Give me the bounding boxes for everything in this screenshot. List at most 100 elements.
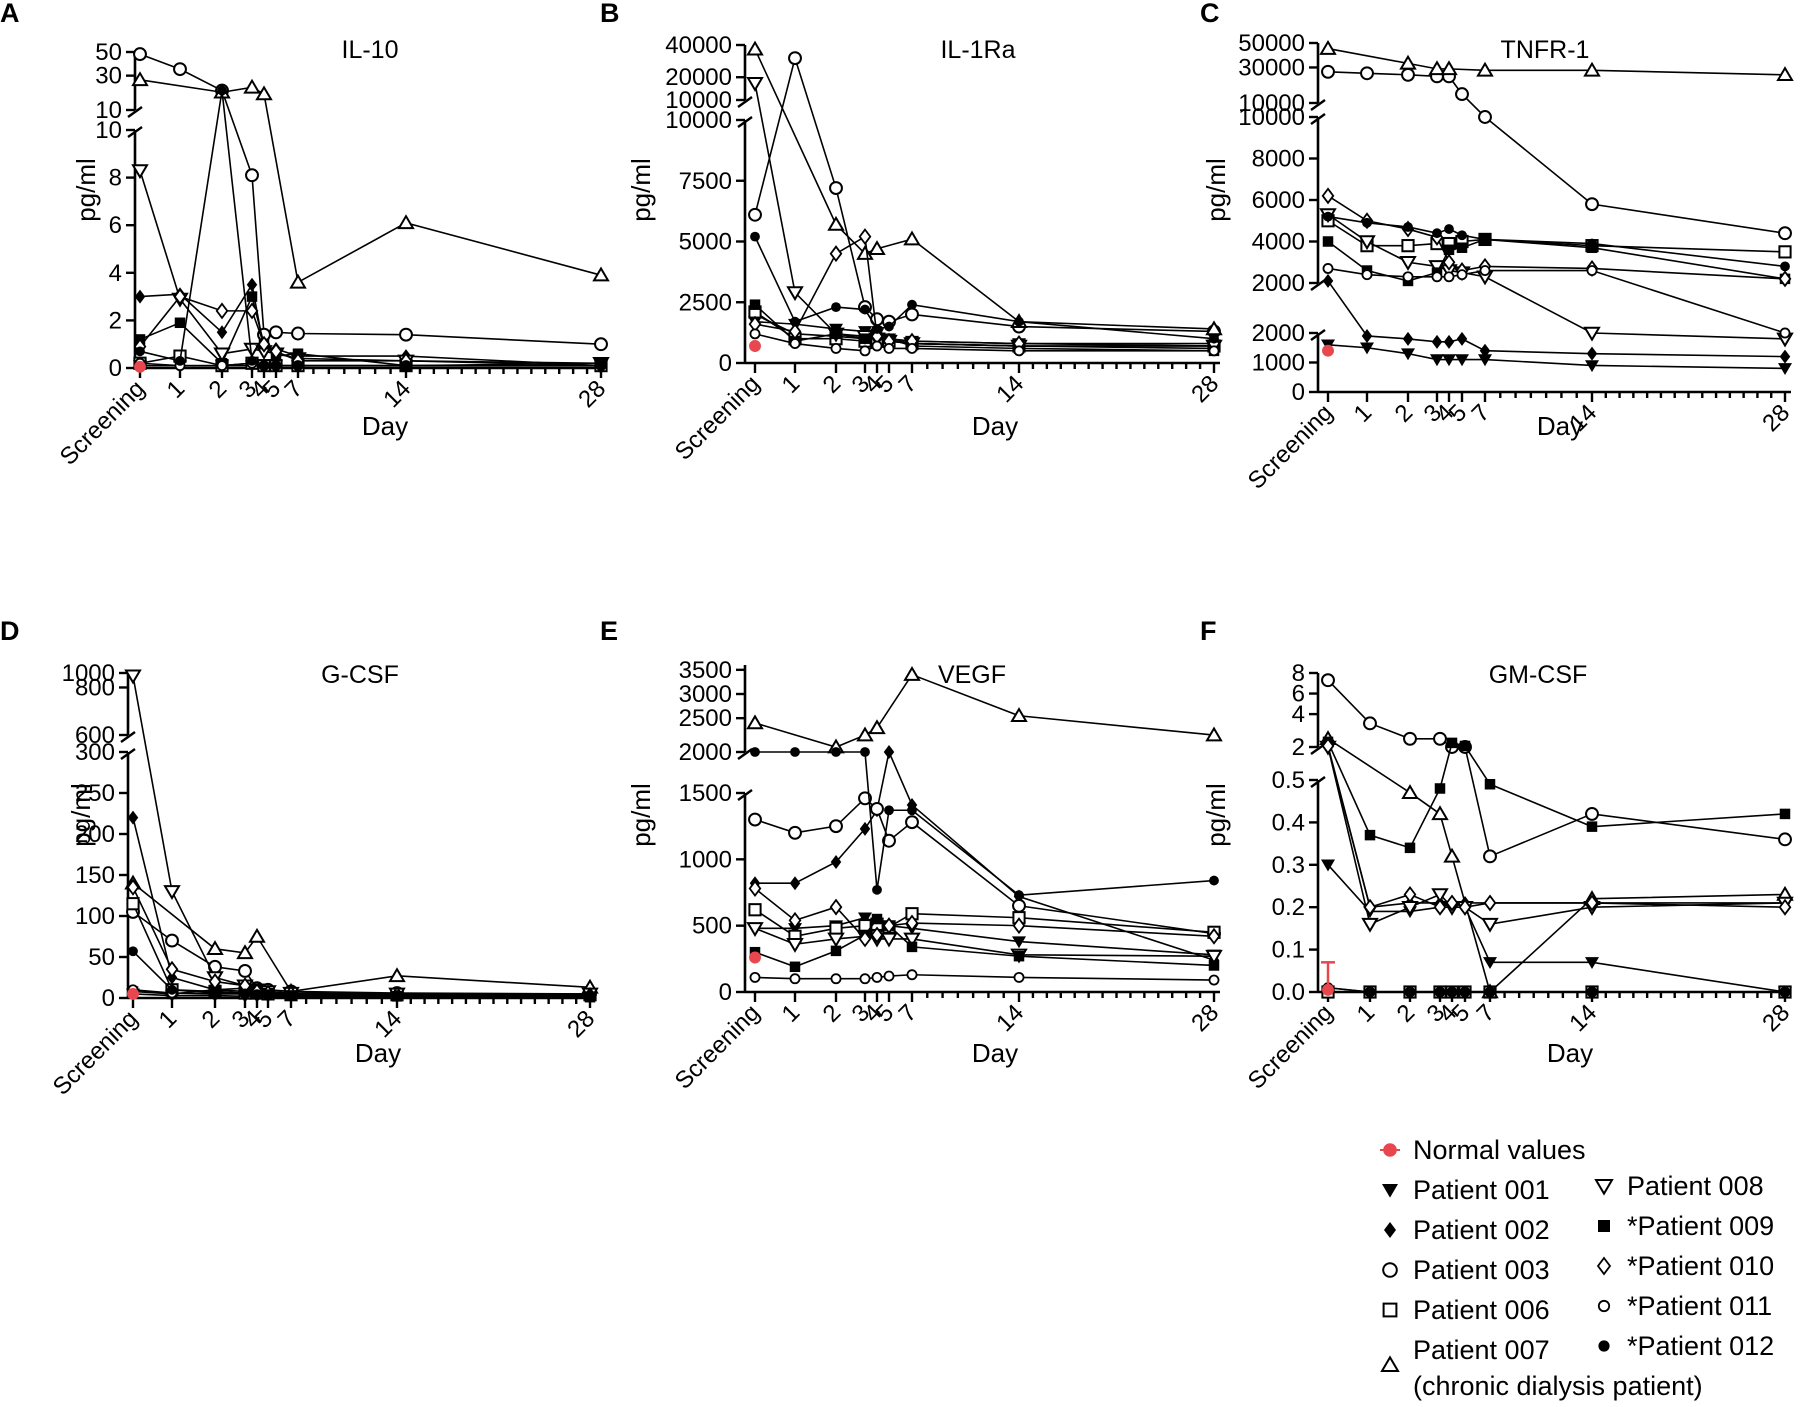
data-point xyxy=(1478,110,1492,124)
data-point-shape xyxy=(215,302,229,320)
legend-marker-shape xyxy=(1594,1179,1614,1196)
data-point-shape xyxy=(245,302,259,320)
data-point-shape xyxy=(1360,66,1374,81)
data-point-shape xyxy=(134,289,146,304)
series-line xyxy=(132,882,591,993)
data-point xyxy=(133,47,147,62)
data-point-shape xyxy=(1321,859,1335,872)
data-point xyxy=(859,821,871,836)
data-point xyxy=(1209,875,1219,886)
data-point-shape xyxy=(126,878,140,896)
data-point-shape xyxy=(1443,334,1455,349)
data-point-shape xyxy=(790,316,800,327)
data-point xyxy=(1399,54,1417,70)
data-point-shape xyxy=(1587,238,1597,249)
data-point-shape xyxy=(1404,842,1416,854)
data-point xyxy=(1358,235,1376,251)
data-point xyxy=(827,932,845,948)
series-line xyxy=(754,55,1215,333)
panel-title: IL-1Ra xyxy=(940,36,1015,64)
data-point-shape xyxy=(860,747,870,757)
data-point-shape xyxy=(1585,957,1599,969)
data-point xyxy=(1012,936,1026,949)
data-point xyxy=(1444,224,1454,234)
data-point-shape xyxy=(830,854,842,869)
series-p003 xyxy=(133,47,608,352)
data-point-shape xyxy=(829,921,843,935)
data-point xyxy=(128,946,138,957)
data-point-shape xyxy=(884,321,894,332)
normal-value-point-shape xyxy=(1322,983,1334,996)
data-point-shape xyxy=(163,885,181,901)
data-point xyxy=(858,228,872,246)
data-point-shape xyxy=(790,747,800,757)
x-axis-title: Day xyxy=(1547,1038,1593,1068)
data-point xyxy=(263,990,273,1001)
data-point-shape xyxy=(1205,726,1223,742)
data-point xyxy=(1433,898,1447,916)
x-tick-label: 7 xyxy=(894,999,923,1028)
data-point-shape xyxy=(906,941,918,953)
series-line xyxy=(1327,70,1786,234)
x-tick-label: 1 xyxy=(154,1005,183,1034)
data-point-shape xyxy=(243,342,261,358)
data-point-shape xyxy=(1321,64,1335,79)
data-point-shape xyxy=(1431,888,1449,904)
legend-label-2: (chronic dialysis patient) xyxy=(1413,1371,1703,1401)
x-axis-title: Day xyxy=(1537,411,1583,441)
panel-title: G-CSF xyxy=(321,661,399,689)
axis-break-mark xyxy=(737,96,753,108)
legend-item-p002: Patient 002 xyxy=(1384,1215,1550,1245)
axis-break-mark xyxy=(1310,776,1326,788)
data-point-shape xyxy=(1319,39,1337,55)
x-tick-label: Screening xyxy=(1243,399,1339,495)
data-point-shape xyxy=(1443,847,1461,863)
data-point-shape xyxy=(884,805,894,816)
data-point xyxy=(1435,987,1445,997)
data-point-shape xyxy=(1431,271,1443,283)
x-axis-title: Day xyxy=(355,1038,401,1068)
data-point xyxy=(392,991,402,1002)
data-point xyxy=(1010,707,1028,722)
data-point xyxy=(165,933,179,948)
data-point xyxy=(872,324,882,334)
normal-value-point-shape xyxy=(749,951,761,964)
series-p009 xyxy=(1322,736,1791,854)
data-point xyxy=(907,805,917,816)
legend-marker xyxy=(1598,1340,1610,1352)
series-p002 xyxy=(134,277,607,373)
data-point xyxy=(399,327,413,342)
data-point-shape xyxy=(871,971,883,983)
data-point-shape xyxy=(206,940,224,956)
data-point-shape xyxy=(1583,326,1601,342)
legend-marker-shape xyxy=(1380,1355,1400,1372)
data-point xyxy=(1585,806,1599,821)
data-point xyxy=(1483,849,1497,864)
data-point-shape xyxy=(1586,346,1598,361)
data-point-shape xyxy=(903,932,921,948)
data-point-shape xyxy=(286,990,296,1001)
data-point xyxy=(269,325,283,340)
data-point xyxy=(1399,256,1417,271)
data-point xyxy=(1583,326,1601,342)
data-point xyxy=(882,917,896,935)
data-point xyxy=(829,819,843,834)
data-point xyxy=(1321,737,1335,755)
data-point-shape xyxy=(1013,971,1025,983)
data-point xyxy=(870,801,884,816)
x-tick-label: 28 xyxy=(573,375,611,413)
data-point-shape xyxy=(749,971,761,983)
data-point xyxy=(246,277,258,292)
data-point xyxy=(1778,226,1792,241)
y-tick-label: 500 xyxy=(692,913,732,940)
data-point-shape xyxy=(1483,894,1497,912)
data-point-shape xyxy=(906,342,918,354)
y-tick-label: 10000 xyxy=(1238,90,1305,117)
x-tick-label: 7 xyxy=(1472,999,1501,1028)
data-point xyxy=(789,973,801,985)
legend-item-p010: *Patient 010 xyxy=(1596,1251,1774,1281)
data-point-shape xyxy=(788,825,802,840)
series-p009 xyxy=(749,913,1220,973)
data-point xyxy=(1778,832,1792,847)
